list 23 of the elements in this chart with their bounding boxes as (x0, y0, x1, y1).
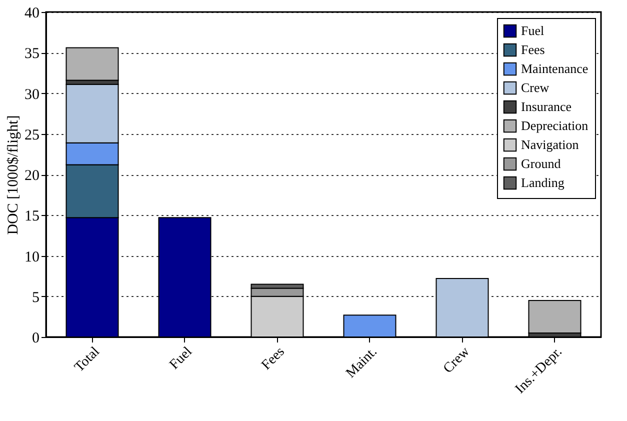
y-axis-title: DOC [1000$/flight] (6, 115, 22, 235)
legend-label: Crew (521, 80, 550, 95)
y-tick-label: 5 (32, 290, 40, 306)
x-tick-label: Fees (259, 344, 288, 374)
legend-label: Ground (521, 156, 562, 171)
legend-label: Maintenance (521, 61, 588, 76)
y-tick-label: 35 (24, 46, 40, 62)
bar (528, 300, 582, 334)
y-tick-label: 30 (24, 86, 40, 103)
bar (66, 47, 119, 81)
legend-label: Insurance (521, 99, 572, 114)
y-tick-label: 15 (24, 208, 40, 225)
y-tick-label: 20 (24, 168, 40, 184)
legend-label: Navigation (521, 137, 580, 152)
x-tick-label: Fuel (167, 344, 196, 373)
y-tick-label: 40 (24, 6, 40, 22)
legend-label: Fees (521, 42, 545, 57)
legend-label: Depreciation (521, 118, 589, 133)
y-tick-label: 0 (32, 330, 40, 346)
y-tick-label: 25 (24, 127, 40, 144)
legend-label: Landing (521, 175, 565, 190)
legend-label: Fuel (521, 23, 544, 38)
y-tick-label: 10 (24, 249, 40, 266)
